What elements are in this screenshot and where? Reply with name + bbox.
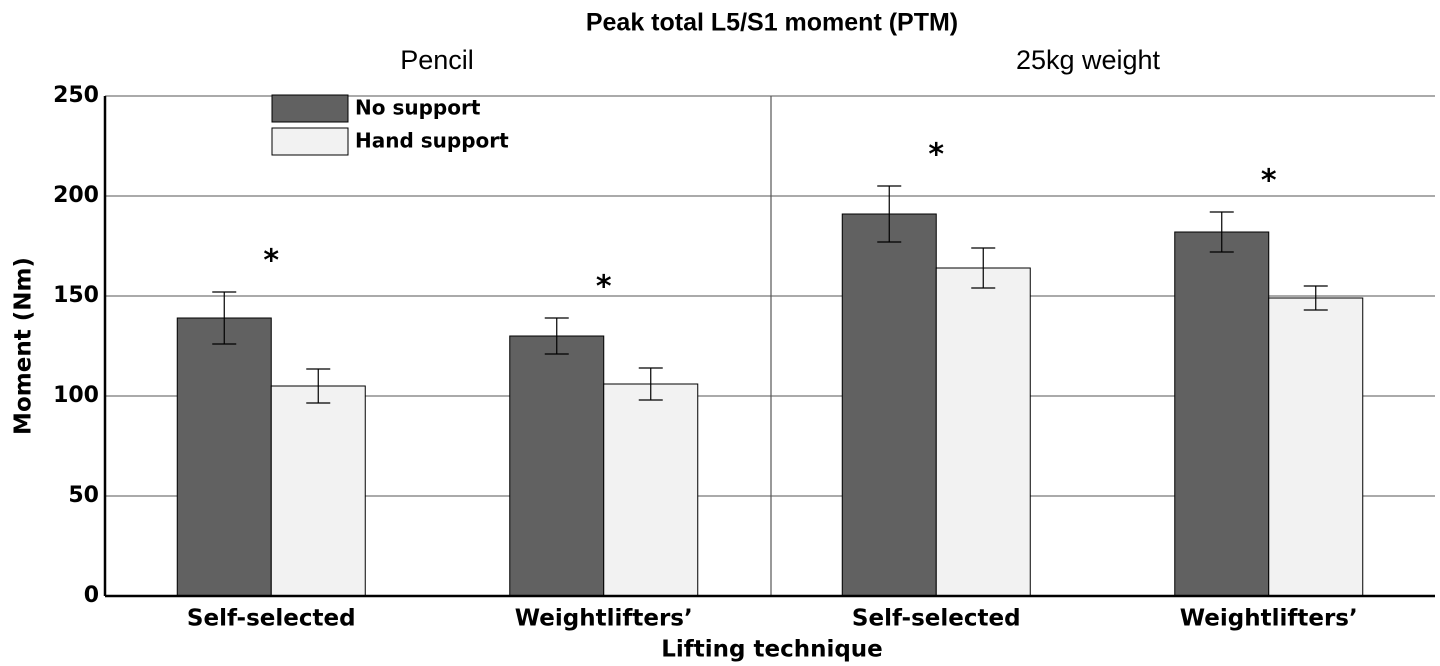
legend-label: No support <box>355 96 481 120</box>
error-bar <box>638 367 663 401</box>
error-bar <box>544 317 569 355</box>
chart-title: Peak total L5/S1 moment (PTM) <box>586 9 958 37</box>
legend-swatch <box>271 94 349 123</box>
bar <box>1268 297 1364 597</box>
y-tick-label: 200 <box>53 183 99 208</box>
y-axis-label: Moment (Nm) <box>11 257 37 435</box>
error-bar <box>306 368 331 404</box>
bar <box>176 317 272 597</box>
x-tick-label: Self-selected <box>187 606 356 632</box>
bar <box>270 385 366 597</box>
y-tick-label: 250 <box>53 83 99 108</box>
error-bar <box>971 247 996 289</box>
significance-mark: * <box>1261 164 1277 199</box>
y-tick-label: 100 <box>53 383 99 408</box>
significance-mark: * <box>596 270 612 305</box>
bar <box>841 213 937 597</box>
significance-mark: * <box>928 138 944 173</box>
group-label: Pencil <box>400 45 474 75</box>
bar <box>509 335 605 597</box>
x-tick-label: Weightlifters’ <box>1180 606 1358 632</box>
y-tick-label: 50 <box>68 483 99 508</box>
legend-label: Hand support <box>355 129 509 153</box>
x-tick-label: Self-selected <box>852 606 1021 632</box>
y-tick-label: 0 <box>84 583 99 608</box>
error-bar <box>877 185 902 243</box>
x-axis-label: Lifting technique <box>661 637 883 663</box>
bar <box>1174 231 1270 597</box>
group-label: 25kg weight <box>1016 45 1161 75</box>
significance-mark: * <box>263 244 279 279</box>
error-bar <box>1303 285 1328 311</box>
bar <box>935 267 1031 597</box>
y-tick-label: 150 <box>53 283 99 308</box>
legend-swatch <box>271 127 349 156</box>
error-bar <box>212 291 237 345</box>
bar <box>603 383 699 597</box>
x-tick-label: Weightlifters’ <box>515 606 693 632</box>
error-bar <box>1209 211 1234 253</box>
